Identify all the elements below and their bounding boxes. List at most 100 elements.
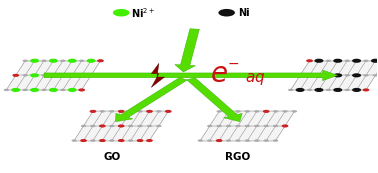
Circle shape <box>70 89 75 91</box>
Circle shape <box>156 110 161 113</box>
Circle shape <box>60 74 65 76</box>
Circle shape <box>333 59 342 63</box>
Circle shape <box>100 139 105 142</box>
Circle shape <box>137 139 143 142</box>
Circle shape <box>100 110 105 113</box>
Circle shape <box>354 89 359 91</box>
Circle shape <box>235 139 240 142</box>
Circle shape <box>352 73 361 77</box>
Circle shape <box>68 59 77 63</box>
Polygon shape <box>74 111 168 140</box>
Circle shape <box>23 74 28 76</box>
Circle shape <box>70 60 75 62</box>
Circle shape <box>147 110 152 113</box>
Text: GO: GO <box>103 152 121 162</box>
Circle shape <box>218 9 235 16</box>
Circle shape <box>207 125 212 127</box>
Circle shape <box>273 125 278 127</box>
Circle shape <box>316 60 322 62</box>
Circle shape <box>263 110 270 113</box>
Text: Ni$^{2+}$: Ni$^{2+}$ <box>131 6 155 20</box>
Circle shape <box>128 139 133 142</box>
Circle shape <box>109 110 115 113</box>
Circle shape <box>118 124 125 128</box>
Circle shape <box>198 139 203 142</box>
FancyArrow shape <box>44 70 338 81</box>
Circle shape <box>119 110 124 113</box>
Text: $\it{e}$: $\it{e}$ <box>210 60 228 88</box>
Circle shape <box>32 60 37 62</box>
Circle shape <box>245 125 250 127</box>
Circle shape <box>146 139 153 142</box>
Circle shape <box>88 74 94 76</box>
Circle shape <box>333 88 342 92</box>
Circle shape <box>226 110 231 113</box>
Circle shape <box>307 74 312 76</box>
Circle shape <box>373 60 378 62</box>
Circle shape <box>335 89 341 91</box>
Circle shape <box>352 59 361 63</box>
Circle shape <box>263 110 269 113</box>
Circle shape <box>254 125 259 127</box>
Circle shape <box>344 74 350 76</box>
Circle shape <box>297 74 303 76</box>
Circle shape <box>23 89 28 91</box>
Circle shape <box>354 74 359 76</box>
Circle shape <box>226 125 231 127</box>
Circle shape <box>307 60 312 62</box>
Circle shape <box>32 89 37 91</box>
Circle shape <box>118 110 125 113</box>
Circle shape <box>98 60 103 62</box>
Circle shape <box>288 89 293 91</box>
Circle shape <box>363 74 369 76</box>
Circle shape <box>371 59 378 63</box>
Circle shape <box>97 59 104 62</box>
Circle shape <box>49 88 58 92</box>
Circle shape <box>146 110 153 113</box>
Circle shape <box>216 139 223 142</box>
Circle shape <box>109 139 115 142</box>
Circle shape <box>11 88 20 92</box>
Polygon shape <box>291 61 378 90</box>
Circle shape <box>90 110 96 113</box>
Circle shape <box>41 89 46 91</box>
Circle shape <box>68 73 77 77</box>
Circle shape <box>109 125 115 127</box>
Circle shape <box>226 139 231 142</box>
Circle shape <box>314 73 324 77</box>
Circle shape <box>51 60 56 62</box>
Circle shape <box>307 89 312 91</box>
FancyArrow shape <box>175 29 199 72</box>
Circle shape <box>363 89 369 91</box>
Circle shape <box>147 125 152 127</box>
Circle shape <box>81 139 86 142</box>
Circle shape <box>373 74 378 76</box>
Circle shape <box>306 59 313 62</box>
Circle shape <box>41 60 46 62</box>
Text: $\mathregular{aq}$: $\mathregular{aq}$ <box>245 71 266 87</box>
Circle shape <box>32 74 37 76</box>
Polygon shape <box>6 61 101 90</box>
Circle shape <box>217 110 222 113</box>
Text: Ni: Ni <box>238 8 249 18</box>
Circle shape <box>13 74 19 76</box>
Circle shape <box>245 110 250 113</box>
Circle shape <box>326 89 331 91</box>
Circle shape <box>51 89 56 91</box>
Circle shape <box>79 89 84 91</box>
Text: $-$: $-$ <box>227 56 239 70</box>
Circle shape <box>90 139 96 142</box>
Circle shape <box>335 74 341 76</box>
Circle shape <box>344 60 350 62</box>
Circle shape <box>235 110 240 113</box>
Circle shape <box>12 74 19 77</box>
Circle shape <box>147 139 152 142</box>
Circle shape <box>245 139 250 142</box>
Circle shape <box>30 59 39 63</box>
Circle shape <box>344 89 350 91</box>
Circle shape <box>118 139 125 142</box>
Circle shape <box>128 110 133 113</box>
Circle shape <box>138 110 143 113</box>
Circle shape <box>352 88 361 92</box>
Circle shape <box>316 89 322 91</box>
